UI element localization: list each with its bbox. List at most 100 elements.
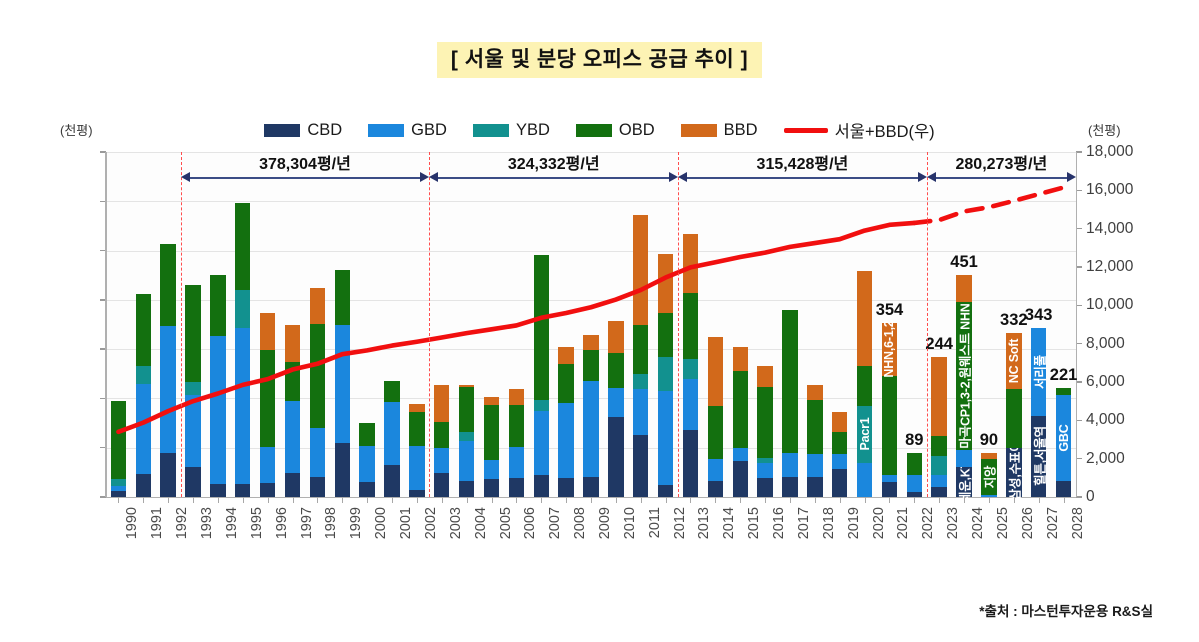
bar-segment-cbd[interactable] — [1055, 480, 1072, 497]
bar-segment-bbd[interactable] — [458, 384, 475, 388]
bar-column[interactable] — [210, 275, 226, 497]
bar-column[interactable] — [558, 346, 574, 497]
bar-segment-gbd[interactable] — [359, 445, 375, 483]
bar-segment-bbd[interactable] — [707, 336, 724, 406]
bar-segment-cbd[interactable] — [235, 483, 251, 497]
bar-segment-bbd[interactable] — [284, 324, 301, 363]
bar-segment-cbd[interactable] — [533, 474, 549, 497]
bar-segment-gbd[interactable] — [309, 427, 326, 477]
bar-column[interactable] — [807, 385, 823, 497]
bar-segment-obd[interactable] — [483, 405, 500, 461]
bar-column[interactable] — [508, 388, 525, 497]
bar-segment-gbd[interactable] — [757, 463, 773, 478]
bar-segment-cbd[interactable] — [259, 482, 276, 497]
bar-segment-cbd[interactable] — [881, 481, 898, 497]
legend-item-ybd[interactable]: YBD — [472, 121, 550, 140]
bar-segment-cbd[interactable] — [160, 452, 176, 497]
legend-item-bbd[interactable]: BBD — [680, 121, 758, 140]
bar-column[interactable]: 244 — [925, 335, 953, 497]
bar-segment-bbd[interactable]: NHN,6-1,2 — [881, 321, 898, 378]
bar-segment-obd[interactable] — [409, 411, 425, 447]
bar-segment-gbd[interactable] — [906, 474, 923, 493]
bar-segment-cbd[interactable] — [185, 467, 201, 497]
bar-column[interactable] — [583, 335, 599, 497]
bar-column[interactable] — [633, 215, 649, 497]
bar-segment-gbd[interactable] — [807, 454, 823, 478]
bar-segment-gbd[interactable] — [782, 452, 798, 478]
bar-segment-gbd[interactable]: GBC — [1055, 394, 1072, 481]
bar-segment-obd[interactable] — [931, 436, 947, 457]
bar-segment-bbd[interactable] — [757, 365, 773, 387]
bar-segment-obd[interactable] — [309, 324, 326, 428]
bar-column[interactable] — [259, 312, 276, 497]
bar-segment-obd[interactable] — [185, 284, 201, 382]
bar-segment-cbd[interactable] — [359, 482, 375, 497]
bar-segment-bbd[interactable] — [807, 385, 823, 400]
bar-segment-gbd[interactable] — [160, 326, 176, 453]
bar-segment-cbd[interactable] — [334, 442, 350, 497]
bar-segment-bbd[interactable] — [732, 346, 748, 372]
bar-segment-obd[interactable] — [110, 401, 127, 480]
bar-segment-gbd[interactable] — [458, 440, 475, 482]
bar-segment-bbd[interactable] — [657, 254, 674, 314]
bar-segment-cbd[interactable] — [458, 481, 475, 497]
bar-segment-cbd[interactable] — [110, 491, 127, 497]
bar-segment-obd[interactable] — [732, 371, 748, 448]
bar-segment-cbd[interactable] — [633, 435, 649, 497]
bar-segment-bbd[interactable] — [856, 270, 873, 367]
bar-segment-ybd[interactable] — [185, 381, 201, 396]
legend-item-bbd[interactable]: 서울+BBD(우) — [783, 118, 935, 142]
bar-segment-obd[interactable] — [906, 453, 923, 475]
bar-segment-obd[interactable] — [235, 203, 251, 290]
bar-segment-gbd[interactable] — [832, 454, 848, 469]
bar-column[interactable]: 89 — [905, 431, 923, 497]
bar-segment-ybd[interactable]: Pacr1 — [856, 405, 873, 463]
bar-segment-ybd[interactable] — [633, 373, 649, 389]
bar-segment-ybd[interactable] — [533, 399, 549, 411]
bar-segment-gbd[interactable] — [210, 336, 226, 485]
bar-segment-gbd[interactable] — [284, 400, 301, 474]
bar-segment-cbd[interactable]: 구평,삼성,수표이마트 — [1006, 418, 1022, 526]
bar-column[interactable] — [185, 284, 201, 497]
bar-column[interactable]: GBC 221 — [1050, 366, 1077, 497]
bar-segment-gbd[interactable] — [707, 459, 724, 481]
bar-column[interactable] — [657, 254, 674, 497]
bar-segment-cbd[interactable] — [782, 477, 798, 497]
bar-segment-gbd[interactable] — [732, 447, 748, 462]
bar-segment-bbd[interactable] — [259, 312, 276, 350]
bar-segment-cbd[interactable] — [434, 473, 450, 497]
bar-column[interactable] — [707, 336, 724, 497]
bar-segment-gbd[interactable] — [434, 447, 450, 474]
bar-segment-gbd[interactable] — [608, 388, 624, 417]
bar-segment-gbd[interactable] — [135, 383, 151, 474]
bar-column[interactable] — [757, 365, 773, 497]
bar-segment-cbd[interactable] — [757, 477, 773, 497]
bar-segment-obd[interactable] — [633, 324, 649, 374]
bar-segment-gbd[interactable] — [931, 474, 947, 488]
bar-segment-obd[interactable]: 마곡CP1,3-2,원웨스트 NHN — [956, 302, 973, 451]
bar-column[interactable] — [309, 288, 326, 497]
bar-segment-obd[interactable] — [856, 366, 873, 406]
legend-item-obd[interactable]: OBD — [575, 121, 655, 140]
bar-segment-cbd[interactable] — [608, 416, 624, 497]
bar-segment-obd[interactable] — [881, 376, 898, 475]
bar-segment-ybd[interactable] — [458, 432, 475, 441]
bar-segment-gbd[interactable] — [508, 446, 525, 478]
bar-segment-obd[interactable] — [707, 405, 724, 460]
bar-column[interactable] — [608, 320, 624, 497]
bar-segment-ybd[interactable] — [682, 358, 699, 380]
bar-column[interactable]: NHN,6-1,2 354 — [876, 301, 903, 497]
bar-segment-obd[interactable] — [359, 423, 375, 446]
bar-segment-ybd[interactable] — [235, 290, 251, 328]
bar-segment-ybd[interactable] — [931, 456, 947, 475]
bar-segment-bbd[interactable] — [608, 320, 624, 353]
bar-column[interactable]: Pacr1 — [856, 270, 873, 497]
bar-segment-bbd[interactable] — [682, 234, 699, 294]
bar-segment-gbd[interactable] — [483, 460, 500, 479]
bar-segment-gbd[interactable] — [682, 379, 699, 431]
bar-segment-bbd[interactable] — [409, 403, 425, 412]
bar-segment-cbd[interactable] — [931, 487, 947, 497]
bar-segment-obd[interactable] — [458, 387, 475, 433]
bar-segment-bbd[interactable] — [434, 385, 450, 423]
bar-segment-cbd[interactable] — [732, 461, 748, 497]
